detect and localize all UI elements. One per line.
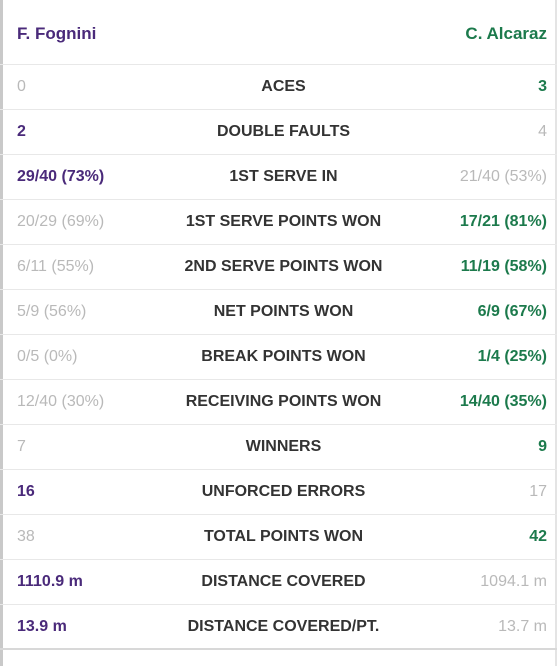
left-stat-value: 7 (17, 438, 26, 455)
left-stat-value: 20/29 (69%) (17, 213, 105, 230)
stat-label: TOTAL POINTS WON (203, 528, 364, 545)
stat-row-distance-covered-per-point: 13.9 m DISTANCE COVERED/PT. 13.7 m (0, 605, 557, 650)
stat-row-2nd-serve-points-won: 6/11 (55%) 2ND SERVE POINTS WON 11/19 (5… (0, 245, 557, 290)
left-stat-value: 12/40 (30%) (17, 393, 105, 410)
right-stat-value: 14/40 (35%) (459, 393, 547, 410)
stat-row-net-points-won: 5/9 (56%) NET POINTS WON 6/9 (67%) (0, 290, 557, 335)
stat-row-break-points-won: 0/5 (0%) BREAK POINTS WON 1/4 (25%) (0, 335, 557, 380)
stat-label: ACES (261, 78, 306, 95)
left-stat-value: 5/9 (56%) (17, 303, 87, 320)
left-stat-value: 38 (17, 528, 35, 545)
stat-row-winners: 7 WINNERS 9 (0, 425, 557, 470)
right-stat-value: 3 (538, 78, 547, 95)
left-stat-value: 0/5 (0%) (17, 348, 78, 365)
right-stat-value: 6/9 (67%) (477, 303, 547, 320)
stat-row-1st-serve-points-won: 20/29 (69%) 1ST SERVE POINTS WON 17/21 (… (0, 200, 557, 245)
stat-label: DOUBLE FAULTS (216, 123, 351, 140)
right-stat-value: 42 (529, 528, 547, 545)
stat-row-unforced-errors: 16 UNFORCED ERRORS 17 (0, 470, 557, 515)
stat-label: WINNERS (245, 438, 322, 455)
left-stat-value: 6/11 (55%) (17, 258, 95, 275)
left-stat-value: 16 (17, 483, 35, 500)
stat-row-distance-covered: 1110.9 m DISTANCE COVERED 1094.1 m (0, 560, 557, 605)
stat-label: BREAK POINTS WON (201, 348, 366, 365)
right-stat-value: 9 (538, 438, 547, 455)
stat-label: UNFORCED ERRORS (201, 483, 366, 500)
right-stat-value: 4 (538, 123, 547, 140)
left-player-name: F. Fognini (17, 24, 97, 43)
left-border (0, 0, 3, 666)
right-stat-value: 17 (529, 483, 547, 500)
stat-row-total-points-won: 38 TOTAL POINTS WON 42 (0, 515, 557, 560)
right-stat-value: 1/4 (25%) (477, 348, 547, 365)
right-stat-value: 1094.1 m (480, 573, 547, 590)
stat-row-receiving-points-won: 12/40 (30%) RECEIVING POINTS WON 14/40 (… (0, 380, 557, 425)
right-stat-value: 13.7 m (498, 618, 547, 635)
stat-label: 1ST SERVE POINTS WON (185, 213, 382, 230)
stat-label: 1ST SERVE IN (229, 168, 338, 185)
left-stat-value: 1110.9 m (17, 573, 83, 590)
right-stat-value: 11/19 (58%) (460, 258, 547, 275)
left-stat-value: 29/40 (73%) (17, 168, 105, 185)
stat-row-1st-serve-in: 29/40 (73%) 1ST SERVE IN 21/40 (53%) (0, 155, 557, 200)
right-player-name: C. Alcaraz (465, 24, 547, 43)
stat-row-aces: 0 ACES 3 (0, 65, 557, 110)
stat-label: 2ND SERVE POINTS WON (184, 258, 383, 275)
stat-label: NET POINTS WON (213, 303, 354, 320)
stat-label: DISTANCE COVERED/PT. (187, 618, 380, 635)
left-stat-value: 13.9 m (17, 618, 67, 635)
stat-row-double-faults: 2 DOUBLE FAULTS 4 (0, 110, 557, 155)
right-stat-value: 17/21 (81%) (459, 213, 547, 230)
stats-list: 0 ACES 3 2 DOUBLE FAULTS 4 29/40 (73%) 1… (0, 65, 557, 650)
right-stat-value: 21/40 (53%) (459, 168, 547, 185)
left-stat-value: 2 (17, 123, 26, 140)
right-border (555, 0, 557, 666)
left-stat-value: 0 (17, 78, 26, 95)
stat-label: DISTANCE COVERED (201, 573, 366, 590)
stat-label: RECEIVING POINTS WON (185, 393, 382, 410)
players-header: F. Fognini C. Alcaraz (0, 0, 557, 65)
